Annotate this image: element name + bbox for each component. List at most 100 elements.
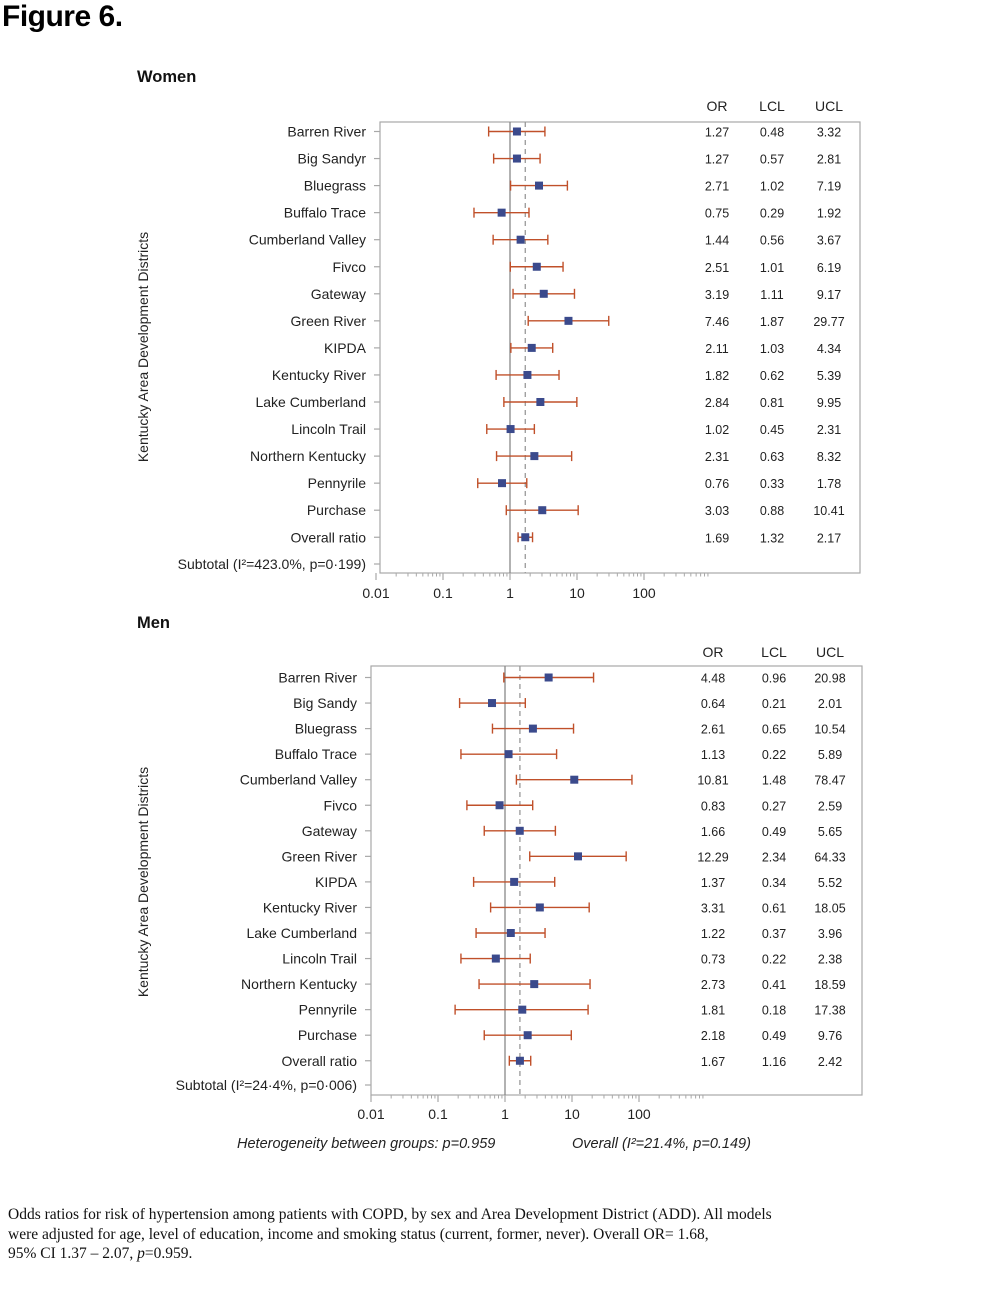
women-value-or-gateway: 3.19 bbox=[705, 288, 729, 302]
women-value-lcl-overall-ratio: 1.32 bbox=[760, 531, 784, 545]
women-value-ucl-pennyrile: 1.78 bbox=[817, 477, 841, 491]
men-value-lcl-cumberland-valley: 1.48 bbox=[762, 774, 786, 788]
women-value-lcl-buffalo-trace: 0.29 bbox=[760, 207, 784, 221]
forest-plot-figure: Women Kentucky Area Development Districts… bbox=[135, 68, 863, 1152]
men-column-header-lcl: LCL bbox=[761, 644, 787, 660]
women-row-label-northern-kentucky: Northern Kentucky bbox=[250, 448, 366, 464]
men-or-marker-pennyrile bbox=[518, 1005, 527, 1014]
men-or-marker-purchase bbox=[523, 1031, 532, 1040]
women-subtotal-label: Subtotal (I²=423.0%, p=0·199) bbox=[178, 556, 366, 572]
men-value-lcl-purchase: 0.49 bbox=[762, 1029, 786, 1043]
women-value-or-lake-cumberland: 2.84 bbox=[705, 396, 729, 410]
women-value-or-pennyrile: 0.76 bbox=[705, 477, 729, 491]
caption-line-3: 95% CI 1.37 – 2.07, p=0.959. bbox=[8, 1244, 983, 1264]
women-value-ucl-lake-cumberland: 9.95 bbox=[817, 396, 841, 410]
men-or-marker-big-sandy bbox=[488, 699, 497, 708]
men-panel-title: Men bbox=[137, 614, 170, 632]
women-value-ucl-gateway: 9.17 bbox=[817, 288, 841, 302]
women-row-label-barren-river: Barren River bbox=[287, 124, 366, 140]
men-value-lcl-bluegrass: 0.65 bbox=[762, 723, 786, 737]
men-value-or-barren-river: 4.48 bbox=[701, 672, 725, 686]
women-value-or-overall-ratio: 1.69 bbox=[705, 531, 729, 545]
men-or-marker-barren-river bbox=[544, 673, 553, 682]
men-value-ucl-bluegrass: 10.54 bbox=[814, 723, 845, 737]
women-value-lcl-gateway: 1.11 bbox=[760, 288, 783, 302]
men-row-label-lincoln-trail: Lincoln Trail bbox=[282, 951, 357, 967]
men-row-label-buffalo-trace: Buffalo Trace bbox=[275, 746, 357, 762]
men-value-ucl-gateway: 5.65 bbox=[818, 825, 842, 839]
men-plot-frame bbox=[370, 665, 863, 1096]
women-value-ucl-barren-river: 3.32 bbox=[817, 126, 841, 140]
men-x-tick-label: 100 bbox=[627, 1106, 651, 1122]
men-value-or-lincoln-trail: 0.73 bbox=[701, 953, 725, 967]
women-value-lcl-bluegrass: 1.02 bbox=[760, 180, 784, 194]
men-value-or-pennyrile: 1.81 bbox=[701, 1004, 725, 1018]
men-value-or-purchase: 2.18 bbox=[701, 1029, 725, 1043]
women-value-ucl-kentucky-river: 5.39 bbox=[817, 369, 841, 383]
women-value-lcl-green-river: 1.87 bbox=[760, 315, 784, 329]
women-value-or-buffalo-trace: 0.75 bbox=[705, 207, 729, 221]
women-value-lcl-pennyrile: 0.33 bbox=[760, 477, 784, 491]
women-value-lcl-fivco: 1.01 bbox=[760, 261, 784, 275]
men-or-marker-kentucky-river bbox=[535, 903, 544, 912]
women-value-lcl-cumberland-valley: 0.56 bbox=[760, 234, 784, 248]
caption-line-1: Odds ratios for risk of hypertension amo… bbox=[8, 1206, 772, 1223]
women-value-ucl-overall-ratio: 2.17 bbox=[817, 531, 841, 545]
men-value-lcl-buffalo-trace: 0.22 bbox=[762, 748, 786, 762]
women-value-or-big-sandyr: 1.27 bbox=[705, 153, 729, 167]
men-or-marker-cumberland-valley bbox=[570, 775, 579, 784]
women-x-tick-label: 0.01 bbox=[362, 585, 389, 601]
women-row-label-bluegrass: Bluegrass bbox=[304, 178, 366, 194]
overall-note: Overall (I²=21.4%, p=0.149) bbox=[572, 1136, 751, 1152]
men-row-label-lake-cumberland: Lake Cumberland bbox=[246, 925, 357, 941]
caption-p-symbol: p bbox=[137, 1245, 145, 1262]
men-value-or-kentucky-river: 3.31 bbox=[701, 901, 725, 915]
women-or-marker-gateway bbox=[539, 289, 548, 298]
women-value-or-cumberland-valley: 1.44 bbox=[705, 234, 729, 248]
women-row-label-overall-ratio: Overall ratio bbox=[291, 529, 367, 545]
men-value-or-cumberland-valley: 10.81 bbox=[697, 774, 728, 788]
men-value-or-big-sandy: 0.64 bbox=[701, 697, 725, 711]
women-value-ucl-bluegrass: 7.19 bbox=[817, 180, 841, 194]
women-x-tick-label: 100 bbox=[632, 585, 656, 601]
women-or-marker-kipda bbox=[527, 343, 536, 352]
men-value-ucl-cumberland-valley: 78.47 bbox=[814, 774, 845, 788]
women-or-marker-kentucky-river bbox=[523, 370, 532, 379]
women-value-ucl-buffalo-trace: 1.92 bbox=[817, 207, 841, 221]
women-x-tick-label: 10 bbox=[569, 585, 585, 601]
women-value-lcl-purchase: 0.88 bbox=[760, 504, 784, 518]
women-or-marker-green-river bbox=[564, 316, 573, 325]
women-value-or-barren-river: 1.27 bbox=[705, 126, 729, 140]
men-or-marker-buffalo-trace bbox=[504, 750, 513, 759]
women-or-marker-purchase bbox=[538, 506, 547, 515]
women-or-marker-buffalo-trace bbox=[497, 208, 506, 217]
women-or-marker-cumberland-valley bbox=[516, 235, 525, 244]
women-or-marker-pennyrile bbox=[498, 479, 507, 488]
men-or-marker-lincoln-trail bbox=[491, 954, 500, 963]
men-or-marker-overall-ratio bbox=[515, 1056, 524, 1065]
women-value-lcl-northern-kentucky: 0.63 bbox=[760, 450, 784, 464]
men-value-ucl-northern-kentucky: 18.59 bbox=[814, 978, 845, 992]
men-subtotal-label: Subtotal (I²=24·4%, p=0·006) bbox=[176, 1077, 357, 1093]
men-row-label-big-sandy: Big Sandy bbox=[293, 695, 357, 711]
women-value-or-lincoln-trail: 1.02 bbox=[705, 423, 729, 437]
men-value-ucl-lake-cumberland: 3.96 bbox=[818, 927, 842, 941]
women-panel-title: Women bbox=[137, 68, 196, 86]
women-or-marker-overall-ratio bbox=[521, 533, 530, 542]
men-value-ucl-pennyrile: 17.38 bbox=[814, 1004, 845, 1018]
women-row-label-pennyrile: Pennyrile bbox=[308, 475, 367, 491]
men-or-marker-green-river bbox=[574, 852, 582, 861]
women-row-label-green-river: Green River bbox=[291, 313, 367, 329]
men-row-label-barren-river: Barren River bbox=[278, 670, 357, 686]
women-or-marker-fivco bbox=[532, 262, 541, 271]
women-row-label-kipda: KIPDA bbox=[324, 340, 367, 356]
women-row-label-lake-cumberland: Lake Cumberland bbox=[255, 394, 366, 410]
men-value-ucl-fivco: 2.59 bbox=[818, 799, 842, 813]
men-row-label-kentucky-river: Kentucky River bbox=[263, 899, 357, 915]
men-value-or-bluegrass: 2.61 bbox=[701, 723, 725, 737]
men-value-lcl-fivco: 0.27 bbox=[762, 799, 786, 813]
men-value-or-gateway: 1.66 bbox=[701, 825, 725, 839]
men-row-label-green-river: Green River bbox=[282, 848, 358, 864]
women-row-label-kentucky-river: Kentucky River bbox=[272, 367, 366, 383]
men-value-lcl-northern-kentucky: 0.41 bbox=[762, 978, 786, 992]
